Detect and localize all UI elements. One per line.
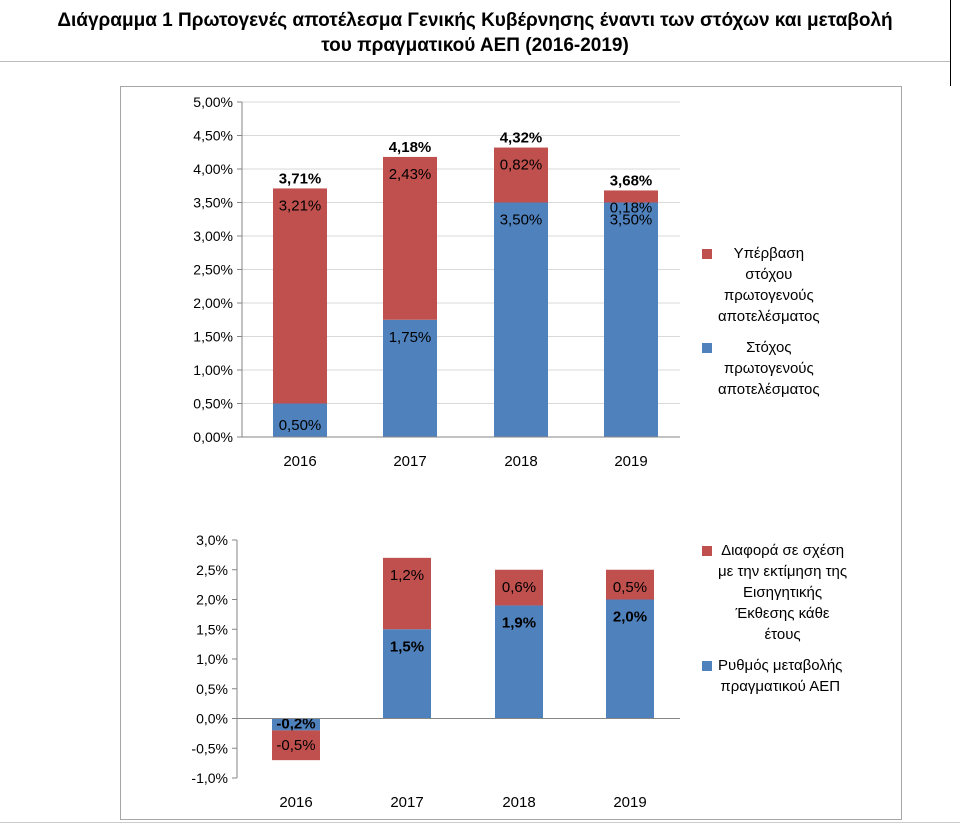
page-bottom-divider — [0, 822, 960, 823]
chart2-bar-2019-series-2 — [606, 569, 654, 600]
chart2-legend-item-2: Ρυθμός μεταβολής πραγματικού ΑΕΠ — [702, 655, 842, 697]
chart2-bar-2016-series-1 — [272, 718, 320, 731]
chart2-data-label-2017-series-2: 1,2% — [390, 567, 424, 584]
chart1-y-tick-label-9: 4,50% — [193, 128, 233, 144]
chart2-legend-label-2-line-1: Ρυθμός μεταβολής — [718, 657, 843, 674]
title-divider — [0, 61, 950, 62]
chart1-legend-label-1-line-4: αποτελέσματος — [718, 308, 820, 325]
chart2-legend-label-1: Διαφορά σε σχέση με την εκτίμηση της Εισηγ… — [718, 540, 847, 645]
chart1-y-tick-label-10: 5,00% — [193, 94, 233, 110]
chart1-total-label-2017: 4,18% — [389, 139, 432, 156]
chart1-data-label-2017-series-1: 1,75% — [389, 329, 432, 346]
chart1-total-label-2019: 3,68% — [610, 172, 653, 189]
chart2-bar-2018-series-1 — [495, 605, 543, 719]
page-title-line-1: Διάγραμμα 1 Πρωτογενές αποτέλεσμα Γενική… — [57, 10, 893, 31]
chart1-legend-swatch-1 — [702, 249, 712, 259]
chart2-y-tick-label-2: 0,0% — [196, 711, 228, 727]
chart2-y-tick-label-7: 2,5% — [196, 562, 228, 578]
chart2-data-label-2016-series-1: -0,2% — [276, 716, 315, 733]
chart1-data-label-2019-series-1: 3,50% — [610, 212, 653, 229]
chart2-y-tick-label-5: 1,5% — [196, 621, 228, 637]
chart2-legend-label-1-line-4: Έκθεσης κάθε — [735, 605, 830, 622]
chart1-legend-label-1-line-1: Υπέρβαση — [733, 245, 805, 262]
chart1-bar-2018-series-2 — [494, 147, 548, 203]
chart1-total-label-2018: 4,32% — [500, 130, 543, 147]
chart2-data-label-2018-series-1: 1,9% — [502, 614, 536, 631]
chart2-bar-2016-series-2 — [272, 730, 320, 761]
chart2-legend-label-1-line-5: έτους — [764, 626, 801, 643]
chart2-x-tick-label-2017: 2017 — [390, 794, 423, 811]
chart2-y-tick-label-1: -0,5% — [191, 740, 228, 756]
chart2-bar-2017-series-1 — [383, 629, 431, 719]
chart1-legend-label-1: Υπέρβαση στόχου πρωτογενούς αποτελέσματος — [718, 243, 820, 327]
chart1-total-label-2016: 3,71% — [279, 170, 322, 187]
chart1-y-tick-label-5: 2,50% — [193, 262, 233, 278]
chart2-bar-2019-series-1 — [606, 599, 654, 719]
chart1-bar-2016-series-1 — [273, 403, 327, 437]
chart2-y-tick-label-3: 0,5% — [196, 681, 228, 697]
chart1-legend-label-2-line-3: αποτελέσματος — [718, 381, 820, 398]
chart1-y-tick-label-1: 0,50% — [193, 396, 233, 412]
chart1-bar-2017-series-2 — [383, 156, 437, 320]
chart1-x-tick-label-2018: 2018 — [504, 453, 537, 470]
chart1-bar-2016-series-2 — [273, 188, 327, 404]
chart1-bar-2018-series-1 — [494, 202, 548, 437]
chart2-legend-label-1-line-3: Εισηγητικής — [743, 584, 823, 601]
chart1-y-tick-label-3: 1,50% — [193, 329, 233, 345]
chart2-legend-label-2: Ρυθμός μεταβολής πραγματικού ΑΕΠ — [718, 655, 842, 697]
chart2-data-label-2018-series-2: 0,6% — [502, 579, 536, 596]
chart1-x-tick-label-2019: 2019 — [614, 453, 647, 470]
chart2-data-label-2017-series-1: 1,5% — [390, 638, 424, 655]
chart2-bar-2017-series-2 — [383, 557, 431, 630]
chart2-data-label-2019-series-2: 0,5% — [613, 579, 647, 596]
page-title-line-2: του πραγματικού ΑΕΠ (2016-2019) — [321, 35, 629, 56]
chart2-x-tick-label-2018: 2018 — [502, 794, 535, 811]
chart1-bar-2019-series-2 — [604, 190, 658, 203]
chart1-data-label-2018-series-2: 0,82% — [500, 157, 543, 174]
chart2-y-tick-label-8: 3,0% — [196, 532, 228, 548]
chart1-y-tick-label-8: 4,00% — [193, 161, 233, 177]
title-box: Διάγραμμα 1 Πρωτογενές αποτέλεσμα Γενική… — [0, 0, 951, 86]
chart1-y-tick-label-2: 1,00% — [193, 362, 233, 378]
chart1-y-tick-label-6: 3,00% — [193, 228, 233, 244]
chart1-data-label-2016-series-2: 3,21% — [279, 197, 322, 214]
chart1-legend-label-1-line-2: στόχου — [745, 266, 793, 283]
chart2-y-tick-label-0: -1,0% — [191, 770, 228, 786]
chart2-legend-swatch-1 — [702, 546, 712, 556]
chart2-legend-swatch-2 — [702, 661, 712, 671]
chart1-bar-2019-series-1 — [604, 202, 658, 437]
chart2-legend-item-1: Διαφορά σε σχέση με την εκτίμηση της Εισηγ… — [702, 540, 847, 645]
chart2-legend-label-1-line-2: με την εκτίμηση της — [718, 563, 848, 580]
chart1-data-label-2019-series-2: 0,18% — [610, 199, 653, 216]
chart2-y-tick-label-4: 1,0% — [196, 651, 228, 667]
chart1-legend-label-1-line-3: πρωτογενούς — [723, 287, 814, 304]
chart2-data-label-2016-series-2: -0,5% — [276, 737, 315, 754]
chart2-legend-label-1-line-1: Διαφορά σε σχέση — [721, 542, 845, 559]
chart1-legend-label-2: Στόχος πρωτογενούς αποτελέσματος — [718, 337, 820, 400]
chart2-data-label-2019-series-1: 2,0% — [613, 609, 647, 626]
chart1-legend-label-2-line-2: πρωτογενούς — [723, 360, 814, 377]
chart1-bar-2017-series-1 — [383, 319, 437, 437]
chart1-x-tick-label-2016: 2016 — [283, 453, 316, 470]
chart2-legend-label-2-line-2: πραγματικού ΑΕΠ — [720, 678, 841, 695]
chart1-y-tick-label-7: 3,50% — [193, 195, 233, 211]
chart1-data-label-2017-series-2: 2,43% — [389, 166, 432, 183]
chart1-y-tick-label-0: 0,00% — [193, 429, 233, 445]
chart1-legend-item-1: Υπέρβαση στόχου πρωτογενούς αποτελέσματος — [702, 243, 820, 327]
chart1-legend-item-2: Στόχος πρωτογενούς αποτελέσματος — [702, 337, 820, 400]
chart1-x-tick-label-2017: 2017 — [393, 453, 426, 470]
chart1-legend-label-2-line-1: Στόχος — [746, 339, 792, 356]
chart2-bar-2018-series-2 — [495, 569, 543, 606]
chart1-data-label-2018-series-1: 3,50% — [500, 212, 543, 229]
chart1-legend-swatch-2 — [702, 343, 712, 353]
chart2-y-tick-label-6: 2,0% — [196, 592, 228, 608]
chart1-y-tick-label-4: 2,00% — [193, 295, 233, 311]
chart2-x-tick-label-2019: 2019 — [613, 794, 646, 811]
chart2-x-tick-label-2016: 2016 — [279, 794, 312, 811]
chart1-data-label-2016-series-1: 0,50% — [279, 417, 322, 434]
